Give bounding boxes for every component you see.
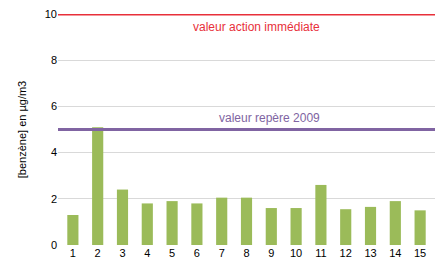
svg-text:6: 6 xyxy=(51,100,57,112)
svg-text:12: 12 xyxy=(340,247,352,259)
svg-text:6: 6 xyxy=(194,247,200,259)
svg-text:0: 0 xyxy=(51,239,57,251)
svg-text:7: 7 xyxy=(219,247,225,259)
svg-text:4: 4 xyxy=(51,146,57,158)
svg-text:1: 1 xyxy=(70,247,76,259)
svg-text:8: 8 xyxy=(51,54,57,66)
svg-text:10: 10 xyxy=(45,8,57,20)
svg-text:2: 2 xyxy=(95,247,101,259)
svg-text:15: 15 xyxy=(414,247,426,259)
svg-text:4: 4 xyxy=(144,247,150,259)
svg-text:9: 9 xyxy=(268,247,274,259)
svg-text:valeur repère 2009: valeur repère 2009 xyxy=(219,111,320,125)
svg-text:3: 3 xyxy=(119,247,125,259)
svg-text:[benzène] en µg/m3: [benzène] en µg/m3 xyxy=(16,81,28,178)
svg-text:13: 13 xyxy=(364,247,376,259)
svg-text:10: 10 xyxy=(290,247,302,259)
svg-text:2: 2 xyxy=(51,193,57,205)
svg-text:5: 5 xyxy=(169,247,175,259)
svg-text:11: 11 xyxy=(315,247,326,259)
svg-text:valeur action immédiate: valeur action immédiate xyxy=(193,20,320,34)
svg-text:14: 14 xyxy=(389,247,401,259)
svg-text:8: 8 xyxy=(243,247,249,259)
